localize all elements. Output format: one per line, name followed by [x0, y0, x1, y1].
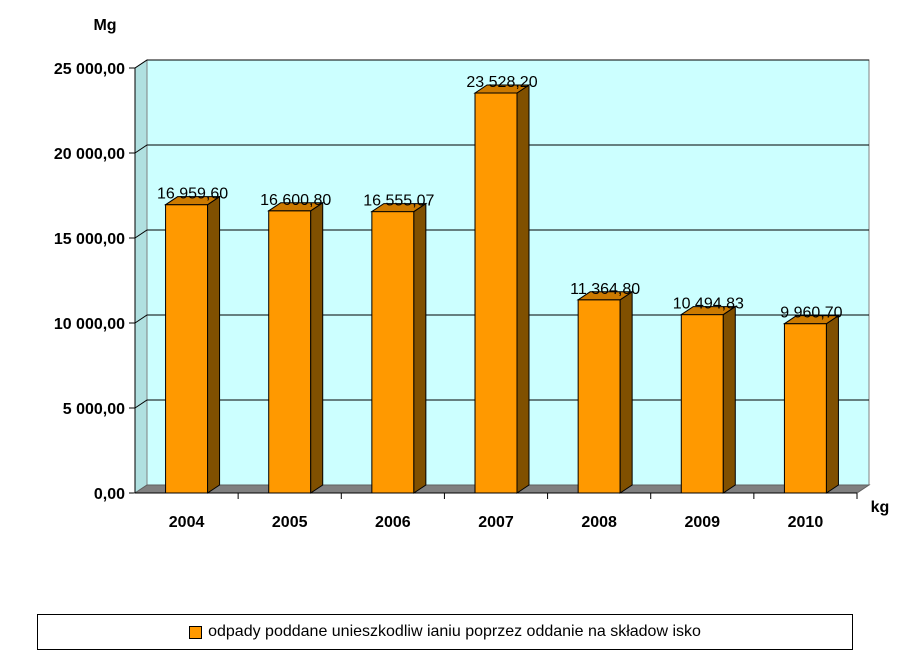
bar-top-2009 — [679, 306, 737, 316]
data-label-2006: 16 555,07 — [363, 193, 434, 210]
data-label-2007: 23 528,20 — [466, 74, 537, 91]
legend: odpady poddane unieszkodliw ianiu poprze… — [37, 614, 853, 650]
bar-side-2007 — [516, 84, 530, 494]
bar-side-2009 — [722, 305, 736, 494]
data-label-2005: 16 600,80 — [260, 192, 331, 209]
x-tick-label-2005: 2005 — [272, 514, 308, 531]
bar-top-2008 — [576, 291, 634, 301]
bar-2008 — [577, 299, 621, 494]
bar-2004 — [165, 204, 209, 494]
bar-side-2005 — [310, 201, 324, 494]
bar-2007 — [474, 92, 518, 494]
x-unit-label: kg — [871, 499, 890, 516]
bar-top-2007 — [473, 84, 531, 94]
bar-2006 — [371, 211, 415, 494]
bar-top-2005 — [267, 202, 325, 212]
bar-2010 — [783, 323, 827, 494]
y-tick-label: 25 000,00 — [54, 61, 125, 78]
y-tick-label: 15 000,00 — [54, 231, 125, 248]
bar-2009 — [680, 314, 724, 494]
bar-side-2008 — [619, 290, 633, 494]
gridline — [134, 59, 869, 69]
bar-top-2004 — [163, 196, 222, 206]
bar-side-2006 — [413, 202, 427, 494]
y-unit-label: Mg — [93, 17, 116, 34]
x-tick-label-2009: 2009 — [684, 514, 720, 531]
x-tick-label-2008: 2008 — [581, 514, 617, 531]
y-tick-label: 0,00 — [94, 486, 125, 503]
gridline — [134, 229, 869, 239]
data-label-2010: 9 960,70 — [780, 305, 842, 322]
bar-side-2010 — [825, 314, 839, 494]
x-tick-label-2006: 2006 — [375, 514, 411, 531]
gridline — [134, 144, 869, 154]
x-tick-label-2007: 2007 — [478, 514, 514, 531]
bar-top-2010 — [782, 315, 841, 325]
y-tick-label: 10 000,00 — [54, 316, 125, 333]
legend-swatch — [189, 625, 203, 639]
bar-top-2006 — [370, 203, 428, 213]
plot-side-wall — [134, 59, 148, 494]
data-label-2008: 11 364,80 — [570, 281, 640, 298]
data-label-2004: 16 959,60 — [157, 186, 228, 203]
bar-2005 — [268, 210, 312, 494]
y-tick-label: 20 000,00 — [54, 146, 125, 163]
bar-chart: 0,00 5 000,00 10 000,00 15 000,00 20 000,00 2… — [54, 17, 890, 531]
bar-side-2004 — [207, 195, 221, 494]
data-label-2009: 10 494,83 — [673, 296, 744, 313]
x-tick-label-2010: 2010 — [788, 514, 824, 531]
y-tick-label: 5 000,00 — [63, 401, 125, 418]
legend-label: odpady poddane unieszkodliw ianiu poprze… — [208, 623, 701, 640]
x-tick-label-2004: 2004 — [169, 514, 205, 531]
